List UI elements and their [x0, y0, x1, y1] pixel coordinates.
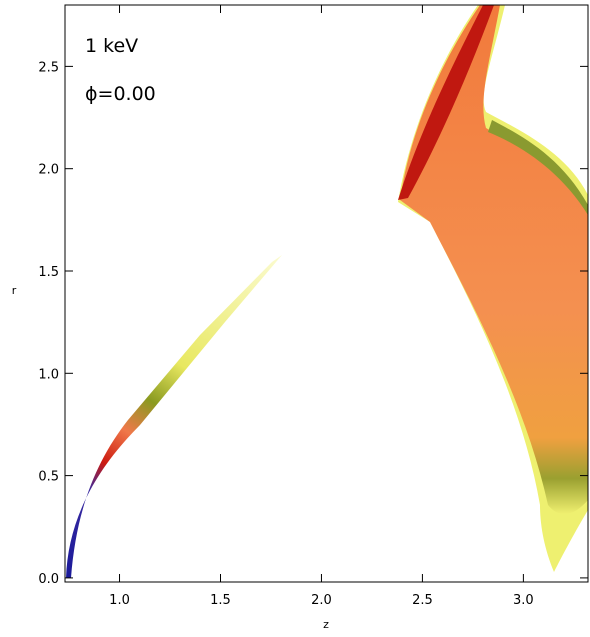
x-tick-label: 1.0: [109, 593, 130, 608]
heatmap-image: [66, 5, 588, 578]
x-axis-label: z: [323, 618, 329, 631]
x-tick-label: 2.5: [412, 593, 433, 608]
plot-frame: [64, 4, 589, 583]
x-tick-label: 3.0: [513, 593, 534, 608]
annotation: 1 keV: [85, 35, 138, 57]
y-tick-label: 1.5: [38, 265, 59, 280]
y-tick-label: 0.5: [38, 470, 59, 485]
annotation: ϕ=0.00: [85, 83, 156, 105]
y-tick-label: 0.0: [38, 572, 59, 587]
y-axis-label: r: [12, 284, 17, 297]
y-tick-label: 2.0: [38, 163, 59, 178]
x-tick-label: 1.5: [210, 593, 231, 608]
y-tick-label: 2.5: [38, 60, 59, 75]
x-tick-label: 2.0: [311, 593, 332, 608]
y-tick-label: 1.0: [38, 367, 59, 382]
